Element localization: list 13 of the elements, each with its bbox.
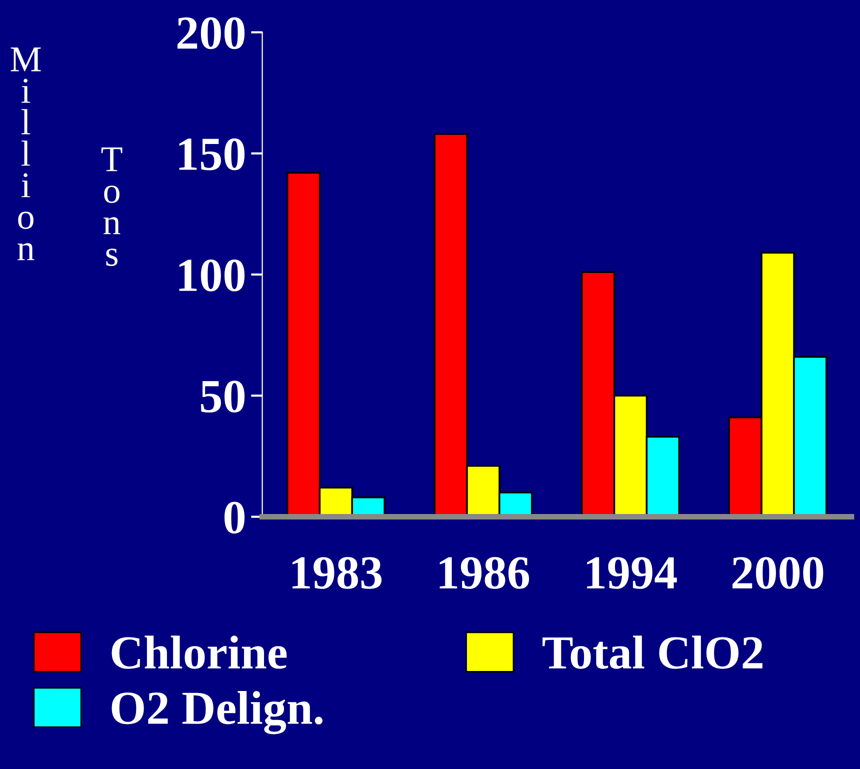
y-tick-label: 200 [177, 17, 245, 50]
x-tick-label: 1994 [587, 557, 677, 589]
y-tick-label: 100 [179, 260, 245, 292]
y-tick-label: 150 [179, 138, 245, 170]
x-tick-label: 1986 [440, 557, 530, 589]
x-tick-label: 1983 [292, 557, 382, 589]
x-tick-label: 2000 [732, 557, 824, 589]
y-tick-label: 50 [200, 380, 245, 412]
y-tick-label: 0 [224, 502, 245, 534]
legend-label: Total ClO2 [542, 636, 762, 669]
legend-label: Chlorine [112, 636, 287, 669]
text: Million Tons [10, 48, 122, 266]
legend-label: O2 Delign. [112, 690, 323, 734]
